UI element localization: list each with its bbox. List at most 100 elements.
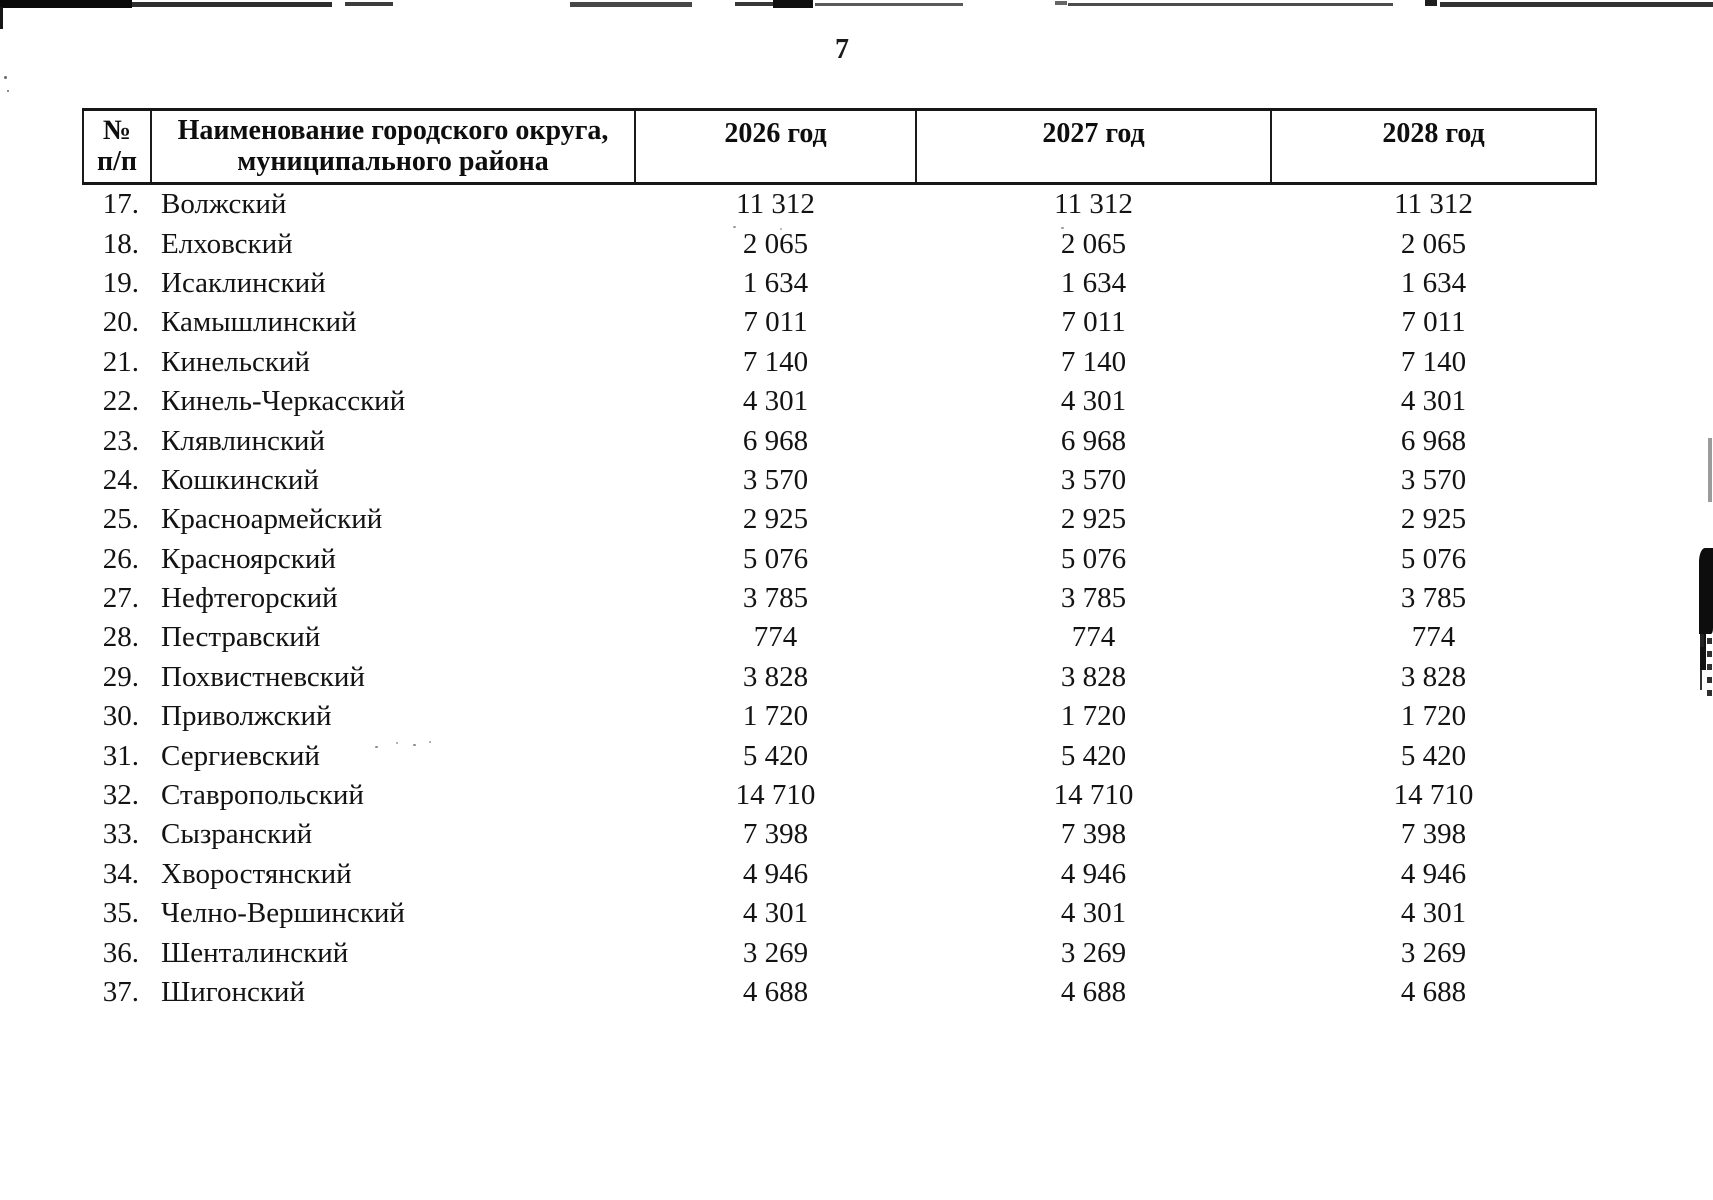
value-2028: 2 065 — [1400, 227, 1467, 260]
value-2026: 5 420 — [742, 739, 809, 772]
table-row: 23. Клявлинский 6 968 6 968 6 968 — [83, 421, 1596, 460]
district-name: Красноярский — [161, 542, 336, 575]
value-2027: 2 065 — [1060, 227, 1127, 260]
district-name: Шигонский — [161, 976, 305, 1008]
header-year-2028: 2028 год — [1270, 108, 1597, 185]
table-row: 20. Камышлинский 7 011 7 011 7 011 — [83, 303, 1596, 342]
scan-speck — [375, 746, 378, 748]
value-2026: 5 076 — [742, 542, 809, 575]
value-2028: 5 420 — [1400, 739, 1467, 772]
header-name-line2: муниципального района — [237, 146, 549, 177]
value-2026: 3 570 — [742, 463, 809, 496]
table-row: 30. Приволжский 1 720 1 720 1 720 — [83, 697, 1596, 736]
value-2028: 4 301 — [1400, 897, 1467, 930]
value-2027: 4 946 — [1060, 857, 1127, 890]
district-name: Хворостянский — [161, 857, 352, 890]
value-2028: 14 710 — [1393, 779, 1474, 812]
scan-artifact-top-edge — [0, 0, 1713, 9]
table-row: 19. Исаклинский 1 634 1 634 1 634 — [83, 264, 1596, 303]
value-2026: 4 301 — [742, 385, 809, 418]
value-2028: 6 968 — [1400, 424, 1467, 457]
district-name: Челно-Вершинский — [161, 897, 405, 930]
value-2026: 6 968 — [742, 424, 809, 457]
value-2027: 4 301 — [1060, 897, 1127, 930]
row-number: 29. — [102, 660, 139, 693]
value-2026: 7 011 — [743, 306, 808, 339]
header-year-2027: 2027 год — [915, 108, 1272, 185]
value-2028: 7 398 — [1400, 818, 1467, 851]
district-name: Ставропольский — [161, 779, 364, 812]
scan-artifact-right-blob — [1699, 548, 1713, 634]
district-name: Кинельский — [161, 345, 310, 378]
table-row: 25. Красноармейский 2 925 2 925 2 925 — [83, 500, 1596, 539]
value-2028: 4 946 — [1400, 857, 1467, 890]
row-number: 28. — [102, 621, 139, 654]
value-2027: 5 420 — [1060, 739, 1127, 772]
district-name: Елховский — [161, 227, 293, 260]
row-number: 31. — [102, 739, 139, 772]
row-number: 22. — [102, 385, 139, 418]
table-row: 31. Сергиевский 5 420 5 420 5 420 — [83, 736, 1596, 775]
district-name: Шенталинский — [161, 936, 349, 969]
value-2027: 774 — [1071, 621, 1116, 654]
scan-speck — [413, 744, 416, 746]
row-number: 17. — [102, 188, 139, 221]
value-2028: 7 140 — [1400, 345, 1467, 378]
row-number: 26. — [102, 542, 139, 575]
value-2027: 7 140 — [1060, 345, 1127, 378]
table-row: 32. Ставропольский 14 710 14 710 14 710 — [83, 776, 1596, 815]
value-2027: 4 688 — [1060, 976, 1127, 1008]
district-name: Исаклинский — [161, 266, 326, 299]
district-name: Нефтегорский — [161, 582, 338, 615]
district-name: Похвистневский — [161, 660, 365, 693]
table-row: 24. Кошкинский 3 570 3 570 3 570 — [83, 461, 1596, 500]
district-name: Кинель-Черкасский — [161, 385, 406, 418]
header-row: № п/п Наименование городского округа, му… — [82, 108, 1597, 185]
district-name: Приволжский — [161, 700, 332, 733]
row-number: 35. — [102, 897, 139, 930]
value-2026: 2 065 — [742, 227, 809, 260]
table-row: 33. Сызранский 7 398 7 398 7 398 — [83, 815, 1596, 854]
scan-artifact-right-dashes — [1707, 638, 1712, 696]
value-2028: 1 720 — [1400, 700, 1467, 733]
scan-speck — [396, 742, 398, 744]
scan-speck — [7, 90, 9, 92]
row-number: 34. — [102, 857, 139, 890]
value-2027: 1 634 — [1060, 266, 1127, 299]
value-2028: 5 076 — [1400, 542, 1467, 575]
value-2026: 1 720 — [742, 700, 809, 733]
row-number: 18. — [102, 227, 139, 260]
value-2028: 7 011 — [1401, 306, 1466, 339]
scan-artifact-right-line — [1708, 438, 1712, 502]
table-body: 17. Волжский 11 312 11 312 11 312 18. Ел… — [83, 184, 1596, 1013]
value-2026: 4 688 — [742, 976, 809, 1008]
value-2026: 4 301 — [742, 897, 809, 930]
value-2027: 4 301 — [1060, 385, 1127, 418]
value-2027: 6 968 — [1060, 424, 1127, 457]
value-2026: 1 634 — [742, 266, 809, 299]
scan-speck — [1061, 227, 1064, 229]
row-number: 37. — [102, 976, 139, 1008]
header-name-column: Наименование городского округа, муниципа… — [150, 108, 636, 185]
row-number: 27. — [102, 582, 139, 615]
scan-speck — [733, 226, 736, 228]
value-2026: 14 710 — [735, 779, 816, 812]
value-2026: 7 140 — [742, 345, 809, 378]
municipal-budget-table: № п/п Наименование городского округа, му… — [82, 108, 1597, 1012]
scan-artifact-left-corner — [0, 7, 3, 29]
value-2028: 3 269 — [1400, 936, 1467, 969]
header-number-line2: п/п — [96, 146, 138, 177]
row-number: 32. — [102, 779, 139, 812]
value-2027: 7 011 — [1061, 306, 1126, 339]
value-2026: 774 — [753, 621, 798, 654]
table-row: 34. Хворостянский 4 946 4 946 4 946 — [83, 855, 1596, 894]
table-row: 37. Шигонский 4 688 4 688 4 688 — [83, 973, 1596, 1012]
value-2026: 11 312 — [736, 188, 815, 221]
district-name: Волжский — [161, 188, 287, 221]
table-row: 21. Кинельский 7 140 7 140 7 140 — [83, 343, 1596, 382]
value-2027: 3 269 — [1060, 936, 1127, 969]
value-2027: 3 570 — [1060, 463, 1127, 496]
district-name: Клявлинский — [161, 424, 325, 457]
value-2026: 2 925 — [742, 503, 809, 536]
value-2026: 3 828 — [742, 660, 809, 693]
